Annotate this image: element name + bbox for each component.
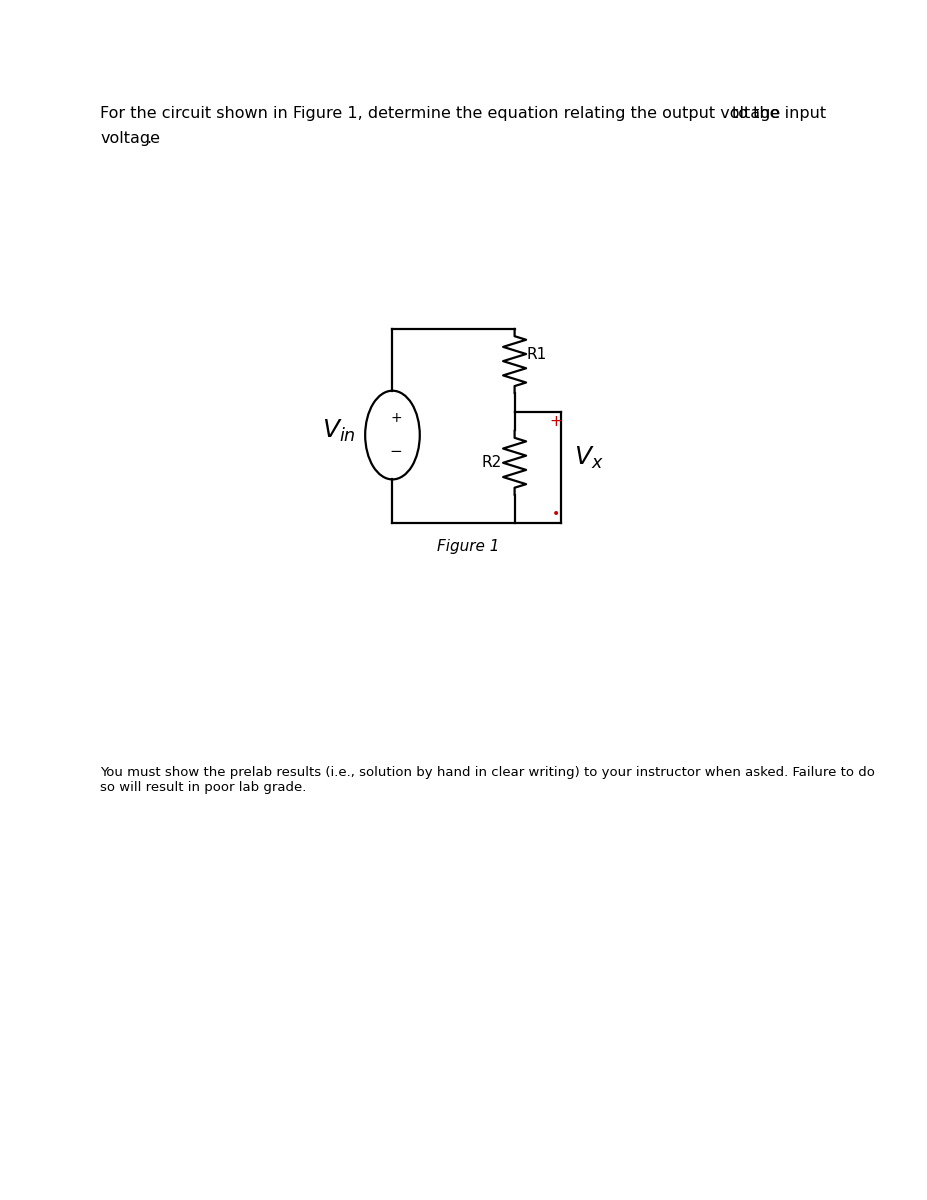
Text: voltage: voltage — [100, 131, 160, 145]
Text: R2: R2 — [481, 455, 502, 470]
Text: −: − — [389, 444, 402, 460]
Text: You must show the prelab results (i.e., solution by hand in clear writing) to yo: You must show the prelab results (i.e., … — [100, 766, 875, 793]
Text: to the input: to the input — [732, 106, 827, 120]
Text: +: + — [390, 412, 402, 426]
Text: R1: R1 — [527, 347, 547, 362]
Text: Figure 1: Figure 1 — [437, 540, 499, 554]
Text: •: • — [552, 506, 560, 521]
Text: For the circuit shown in Figure 1, determine the equation relating the output vo: For the circuit shown in Figure 1, deter… — [100, 106, 781, 120]
Text: $\mathit{V}_x$: $\mathit{V}_x$ — [574, 445, 603, 472]
Text: $\mathit{V}_{in}$: $\mathit{V}_{in}$ — [322, 418, 356, 444]
Text: +: + — [549, 414, 562, 428]
Text: .: . — [146, 131, 152, 145]
